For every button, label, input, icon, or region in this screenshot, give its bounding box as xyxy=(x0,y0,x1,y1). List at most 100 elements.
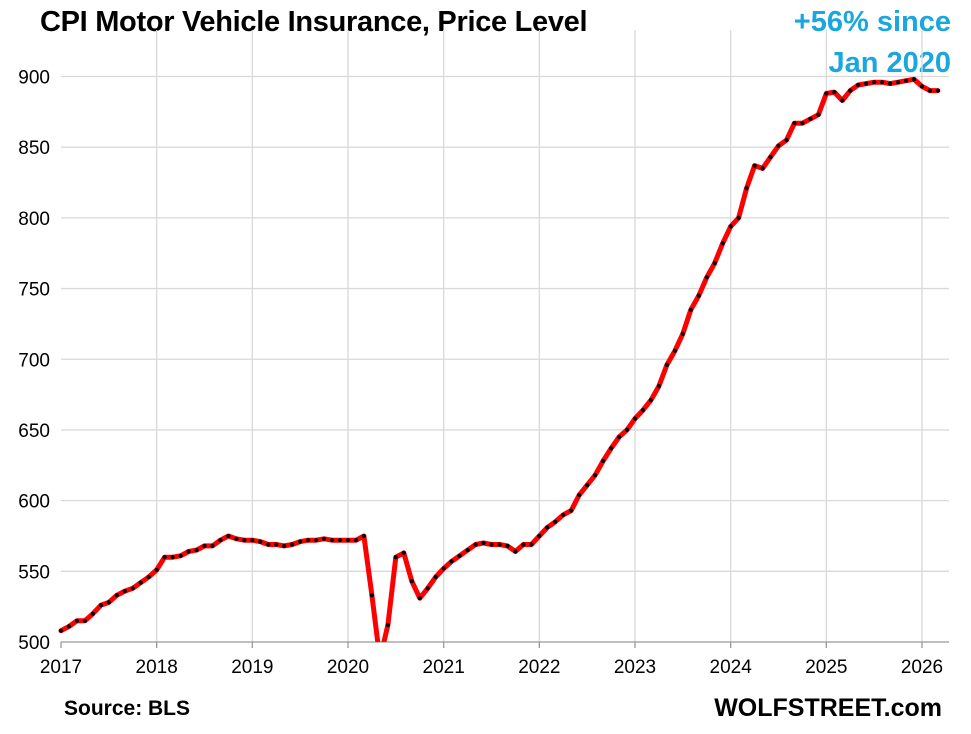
data-point xyxy=(298,539,303,544)
data-point xyxy=(864,81,869,86)
data-point xyxy=(74,618,79,623)
data-point xyxy=(569,508,574,513)
data-point xyxy=(816,112,821,117)
data-point xyxy=(696,293,701,298)
x-tick-label: 2022 xyxy=(518,657,560,678)
data-point xyxy=(840,98,845,103)
x-tick-label: 2020 xyxy=(327,657,369,678)
data-point xyxy=(306,538,311,543)
data-point xyxy=(274,542,279,547)
data-point xyxy=(441,566,446,571)
data-point xyxy=(497,542,502,547)
data-point xyxy=(617,434,622,440)
data-point xyxy=(712,261,717,266)
data-point xyxy=(529,542,534,547)
data-point xyxy=(832,90,837,95)
chart-title: CPI Motor Vehicle Insurance, Price Level xyxy=(40,6,588,38)
data-point xyxy=(593,473,598,478)
chart-annotation: +56% since Jan 2020 xyxy=(794,2,951,84)
data-point xyxy=(122,589,127,594)
data-point xyxy=(138,580,143,585)
data-point xyxy=(601,458,606,464)
data-point xyxy=(322,536,327,541)
data-point xyxy=(904,78,909,83)
data-markers xyxy=(58,77,941,633)
data-point xyxy=(130,586,135,591)
data-point xyxy=(226,533,231,539)
data-point xyxy=(250,538,255,543)
data-point xyxy=(728,224,733,229)
x-tick-label: 2017 xyxy=(40,657,82,678)
data-point xyxy=(202,543,207,549)
data-point xyxy=(337,538,343,543)
data-point xyxy=(760,166,765,171)
source-note: Source: BLS xyxy=(64,697,191,720)
data-point xyxy=(776,143,781,148)
data-point xyxy=(848,88,853,93)
data-point xyxy=(401,550,406,556)
data-point xyxy=(688,307,693,312)
data-point xyxy=(385,622,390,628)
data-point xyxy=(624,427,630,432)
annotation-line-1: +56% since xyxy=(793,6,951,38)
data-point xyxy=(369,593,374,598)
data-point xyxy=(361,533,366,539)
data-point xyxy=(417,596,422,601)
data-point xyxy=(919,84,925,89)
data-point xyxy=(178,553,183,558)
data-point xyxy=(784,138,789,143)
x-tick-label: 2019 xyxy=(231,657,273,678)
data-point xyxy=(393,555,398,560)
data-point xyxy=(314,538,319,543)
data-point xyxy=(768,155,773,160)
data-point xyxy=(577,492,582,498)
data-point xyxy=(880,80,885,85)
y-tick-label: 750 xyxy=(18,280,50,301)
data-point xyxy=(800,121,805,126)
data-point xyxy=(154,567,159,573)
data-point xyxy=(664,362,670,367)
data-point xyxy=(290,542,295,547)
data-point xyxy=(66,624,72,629)
data-point xyxy=(561,512,566,517)
data-point xyxy=(282,543,287,549)
data-point xyxy=(824,91,829,96)
data-point xyxy=(106,600,111,605)
y-tick-label: 650 xyxy=(18,421,50,442)
data-point xyxy=(98,603,103,608)
y-tick-label: 850 xyxy=(18,138,50,159)
y-tick-label: 550 xyxy=(18,562,50,583)
data-point xyxy=(927,88,933,93)
series-line-group xyxy=(58,76,941,642)
data-point xyxy=(473,542,478,547)
data-point xyxy=(114,593,119,598)
data-point xyxy=(433,574,438,580)
data-point xyxy=(218,538,223,543)
data-point xyxy=(537,533,542,539)
data-point xyxy=(792,121,797,126)
x-tick-label: 2021 xyxy=(423,657,465,678)
x-tick-label: 2023 xyxy=(614,657,656,678)
x-tick-label: 2025 xyxy=(805,657,847,678)
data-point xyxy=(170,555,175,560)
data-point xyxy=(680,331,685,336)
data-point xyxy=(266,542,271,547)
data-point xyxy=(481,540,486,546)
series-line xyxy=(58,76,941,642)
data-point xyxy=(234,536,239,541)
data-point xyxy=(545,525,550,530)
data-point xyxy=(489,542,494,547)
y-tick-label: 600 xyxy=(18,492,50,513)
data-point xyxy=(186,549,191,554)
data-point xyxy=(353,538,359,543)
data-point xyxy=(162,555,167,560)
y-tick-label: 500 xyxy=(18,633,50,654)
data-point xyxy=(896,80,901,85)
data-point xyxy=(808,116,813,121)
data-point xyxy=(553,519,558,524)
data-point xyxy=(409,579,414,584)
data-point xyxy=(521,542,526,547)
data-point xyxy=(345,538,351,543)
x-tick-label: 2024 xyxy=(710,657,753,678)
